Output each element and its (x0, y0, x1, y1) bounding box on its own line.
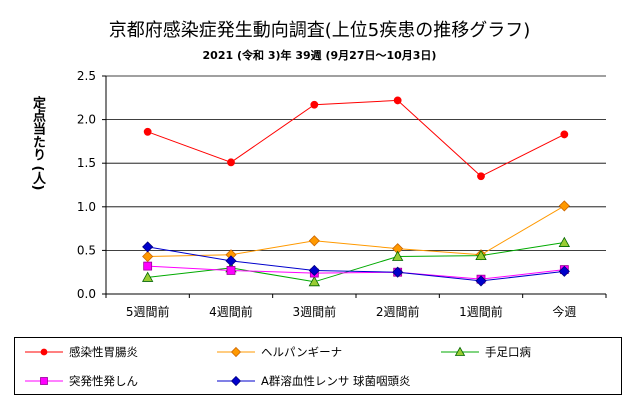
series-line (147, 265, 565, 280)
x-tick-label: 4週間前 (209, 304, 253, 319)
series-line (147, 99, 565, 177)
data-point (477, 172, 485, 181)
x-tick-label: 2週間前 (376, 304, 420, 319)
x-tick-label: 1週間前 (459, 304, 503, 319)
x-tick-label: 今週 (552, 304, 576, 319)
data-point (230, 346, 242, 358)
data-point (230, 375, 242, 387)
y-tick-label: 1.0 (77, 200, 96, 214)
legend-swatch (25, 377, 63, 385)
data-point (308, 264, 320, 277)
legend-label: 手足口病 (485, 345, 531, 359)
data-point (40, 348, 48, 356)
legend-swatch (441, 346, 479, 356)
series-line (147, 205, 565, 258)
data-point (558, 265, 570, 277)
y-tick-label: 1.5 (77, 156, 96, 170)
series-4 (142, 241, 570, 287)
legend-swatch (25, 348, 63, 356)
data-point (308, 275, 321, 287)
data-point (454, 346, 466, 356)
series-1 (142, 200, 570, 263)
series-line (147, 242, 565, 283)
legend-swatch (217, 375, 255, 387)
data-point (308, 235, 320, 247)
line-chart: 0.0 0.5 1.0 1.5 2.0 2.5 5週間前 4週間前 3週間前 2週間前 1週間前 今… (77, 69, 607, 319)
chart-title: 京都府感染症発生動向調査(上位5疾患の推移グラフ) (108, 20, 531, 41)
data-point (310, 100, 319, 109)
data-series (141, 96, 571, 287)
data-point (141, 271, 154, 282)
y-axis-label: 定点当たり (人) (30, 96, 45, 191)
data-point (143, 261, 153, 271)
data-point (560, 130, 569, 139)
data-point (227, 158, 235, 167)
x-tick-labels: 5週間前 4週間前 3週間前 2週間前 1週間前 今週 (126, 304, 576, 319)
series-3 (143, 261, 569, 284)
data-point (40, 377, 48, 385)
gridlines (106, 75, 606, 251)
data-point (475, 249, 487, 261)
data-point (392, 266, 404, 278)
y-tick-label: 0.0 (77, 287, 96, 301)
y-tick-label: 2.0 (77, 113, 96, 127)
series-line (147, 246, 565, 282)
data-point (475, 275, 487, 287)
data-point (393, 96, 402, 105)
legend-label: 感染性胃腸炎 (69, 345, 138, 359)
legend: 感染性胃腸炎 ヘルパンギーナ 手足口病突発性発しん A群溶血性レンサ 球菌咽頭炎 (14, 337, 622, 395)
data-point (226, 266, 236, 275)
series-0 (143, 96, 569, 181)
data-point (143, 127, 152, 136)
chart-subtitle: 2021 (令和 3)年 39週 (9月27日～10月3日) (202, 49, 437, 62)
x-tick-label: 5週間前 (126, 304, 170, 319)
data-point (142, 241, 154, 253)
data-point (142, 250, 154, 263)
legend-label: ヘルパンギーナ (261, 345, 343, 359)
legend-swatch (217, 346, 255, 358)
data-point (558, 236, 571, 247)
data-point (225, 255, 237, 267)
y-tick-label: 2.5 (77, 69, 96, 83)
y-tick-labels: 0.0 0.5 1.0 1.5 2.0 2.5 (77, 69, 96, 301)
y-tick-label: 0.5 (77, 243, 96, 257)
axes (102, 75, 607, 298)
legend-label: A群溶血性レンサ 球菌咽頭炎 (261, 374, 411, 388)
legend-label: 突発性発しん (69, 374, 138, 388)
data-point (391, 250, 404, 261)
x-tick-label: 3週間前 (293, 304, 337, 319)
data-point (558, 200, 570, 212)
